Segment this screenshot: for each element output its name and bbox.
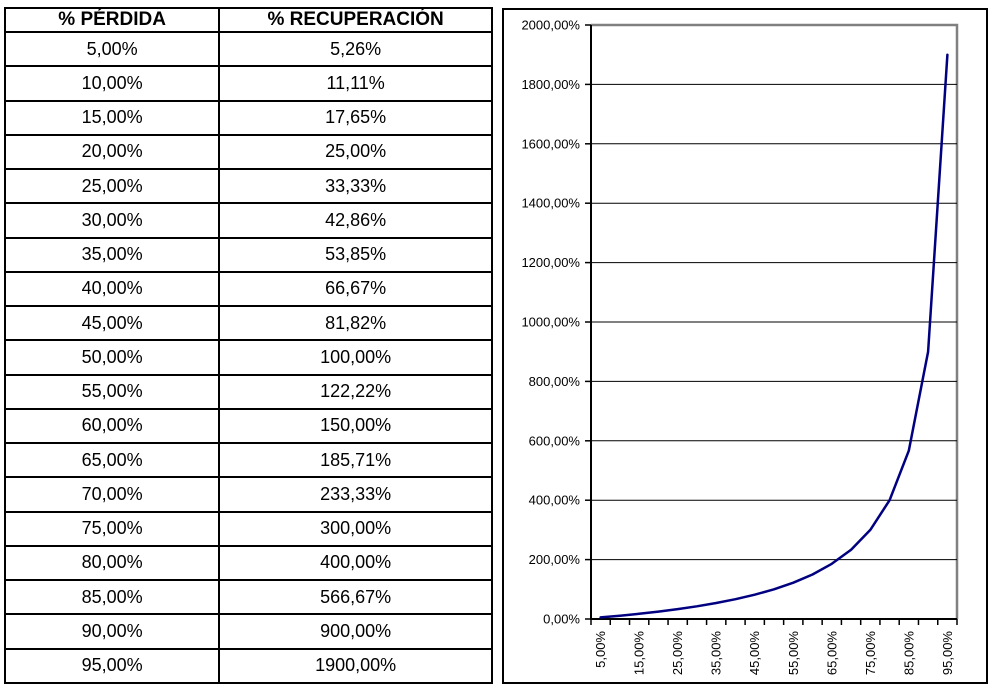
recovery-cell: 25,00% bbox=[218, 133, 493, 171]
loss-recovery-table: % PÉRDIDA % RECUPERACIÓN 5,00% 5,26% 10,00… bbox=[3, 7, 493, 684]
plot-area-border bbox=[591, 23, 959, 619]
recovery-cell: 100,00% bbox=[218, 339, 493, 376]
table-row: 35,00% 53,85% bbox=[3, 236, 493, 273]
table-row: 45,00% 81,82% bbox=[3, 304, 493, 342]
x-axis-label: 55,00% bbox=[786, 631, 801, 676]
recovery-cell: 185,71% bbox=[218, 441, 493, 479]
loss-cell: 45,00% bbox=[3, 304, 221, 342]
loss-cell: 20,00% bbox=[3, 133, 221, 171]
loss-cell: 15,00% bbox=[3, 99, 221, 136]
loss-recovery-table-container: % PÉRDIDA % RECUPERACIÓN 5,00% 5,26% 10,00… bbox=[3, 7, 493, 684]
y-axis-label: 200,00% bbox=[529, 552, 581, 567]
loss-cell: 70,00% bbox=[3, 476, 221, 513]
table-row: 55,00% 122,22% bbox=[3, 373, 493, 410]
table-row: 30,00% 42,86% bbox=[3, 202, 493, 239]
x-axis-label: 85,00% bbox=[901, 631, 916, 676]
loss-cell: 50,00% bbox=[3, 339, 221, 376]
x-axis-label: 5,00% bbox=[593, 631, 608, 668]
table-row: 80,00% 400,00% bbox=[3, 544, 493, 582]
recovery-cell: 900,00% bbox=[218, 613, 493, 650]
loss-cell: 10,00% bbox=[3, 65, 221, 102]
y-axis-label: 400,00% bbox=[529, 493, 581, 508]
y-axis-label: 1400,00% bbox=[521, 196, 580, 211]
table-header-row: % PÉRDIDA % RECUPERACIÓN bbox=[3, 7, 493, 33]
loss-cell: 90,00% bbox=[3, 613, 221, 650]
recovery-series-line bbox=[599, 53, 949, 619]
y-axis-label: 1200,00% bbox=[521, 255, 580, 270]
x-axis-label: 25,00% bbox=[670, 631, 685, 676]
table-row: 20,00% 25,00% bbox=[3, 133, 493, 171]
recovery-cell: 233,33% bbox=[218, 476, 493, 513]
y-axis-label: 1600,00% bbox=[521, 136, 580, 151]
y-axis-label: 800,00% bbox=[529, 374, 581, 389]
loss-cell: 85,00% bbox=[3, 578, 221, 616]
column-header-recuperacion: % RECUPERACIÓN bbox=[218, 7, 493, 33]
y-axis-label: 600,00% bbox=[529, 433, 581, 448]
recovery-cell: 81,82% bbox=[218, 304, 493, 342]
table-row: 25,00% 33,33% bbox=[3, 167, 493, 205]
table-row: 5,00% 5,26% bbox=[3, 30, 493, 68]
table-row: 90,00% 900,00% bbox=[3, 613, 493, 650]
table-row: 70,00% 233,33% bbox=[3, 476, 493, 513]
column-header-perdida: % PÉRDIDA bbox=[3, 7, 221, 33]
recovery-cell: 33,33% bbox=[218, 167, 493, 205]
loss-cell: 30,00% bbox=[3, 202, 221, 239]
recovery-cell: 150,00% bbox=[218, 407, 493, 445]
recovery-cell: 11,11% bbox=[218, 65, 493, 102]
recovery-cell: 66,67% bbox=[218, 270, 493, 308]
loss-cell: 80,00% bbox=[3, 544, 221, 582]
recovery-cell: 1900,00% bbox=[218, 647, 493, 684]
table-row: 40,00% 66,67% bbox=[3, 270, 493, 308]
table-row: 65,00% 185,71% bbox=[3, 441, 493, 479]
loss-cell: 25,00% bbox=[3, 167, 221, 205]
y-axis-label: 0,00% bbox=[543, 612, 580, 627]
table-row: 15,00% 17,65% bbox=[3, 99, 493, 136]
table-row: 95,00% 1900,00% bbox=[3, 647, 493, 684]
table-row: 10,00% 11,11% bbox=[3, 65, 493, 102]
recovery-cell: 17,65% bbox=[218, 99, 493, 136]
loss-cell: 95,00% bbox=[3, 647, 221, 684]
x-axis-label: 65,00% bbox=[824, 631, 839, 676]
recovery-cell: 122,22% bbox=[218, 373, 493, 410]
loss-cell: 65,00% bbox=[3, 441, 221, 479]
loss-cell: 40,00% bbox=[3, 270, 221, 308]
table-row: 75,00% 300,00% bbox=[3, 510, 493, 547]
table-row: 85,00% 566,67% bbox=[3, 578, 493, 616]
loss-cell: 60,00% bbox=[3, 407, 221, 445]
recovery-cell: 400,00% bbox=[218, 544, 493, 582]
table-body: 5,00% 5,26% 10,00% 11,11% 15,00% 17,65% 20,00%… bbox=[3, 30, 493, 684]
loss-cell: 5,00% bbox=[3, 30, 221, 68]
loss-cell: 35,00% bbox=[3, 236, 221, 273]
recovery-cell: 5,26% bbox=[218, 30, 493, 68]
x-axis-label: 75,00% bbox=[863, 631, 878, 676]
y-axis-label: 1800,00% bbox=[521, 77, 580, 92]
recovery-cell: 42,86% bbox=[218, 202, 493, 239]
x-axis-label: 45,00% bbox=[747, 631, 762, 676]
recovery-cell: 300,00% bbox=[218, 510, 493, 547]
loss-cell: 55,00% bbox=[3, 373, 221, 410]
recovery-cell: 566,67% bbox=[218, 578, 493, 616]
recovery-chart-panel: 0,00% 200,00% 400,00% 600,00% 800,00% 1000,00… bbox=[502, 8, 988, 684]
recovery-cell: 53,85% bbox=[218, 236, 493, 273]
loss-cell: 75,00% bbox=[3, 510, 221, 547]
recovery-line-chart: 0,00% 200,00% 400,00% 600,00% 800,00% 1000,00… bbox=[521, 18, 959, 676]
table-row: 50,00% 100,00% bbox=[3, 339, 493, 376]
x-axis-label: 35,00% bbox=[709, 631, 724, 676]
x-axis-label: 95,00% bbox=[940, 631, 955, 676]
table-row: 60,00% 150,00% bbox=[3, 407, 493, 445]
x-axis-label: 15,00% bbox=[632, 631, 647, 676]
y-axis-label: 2000,00% bbox=[521, 18, 580, 33]
y-axis-label: 1000,00% bbox=[521, 315, 580, 330]
